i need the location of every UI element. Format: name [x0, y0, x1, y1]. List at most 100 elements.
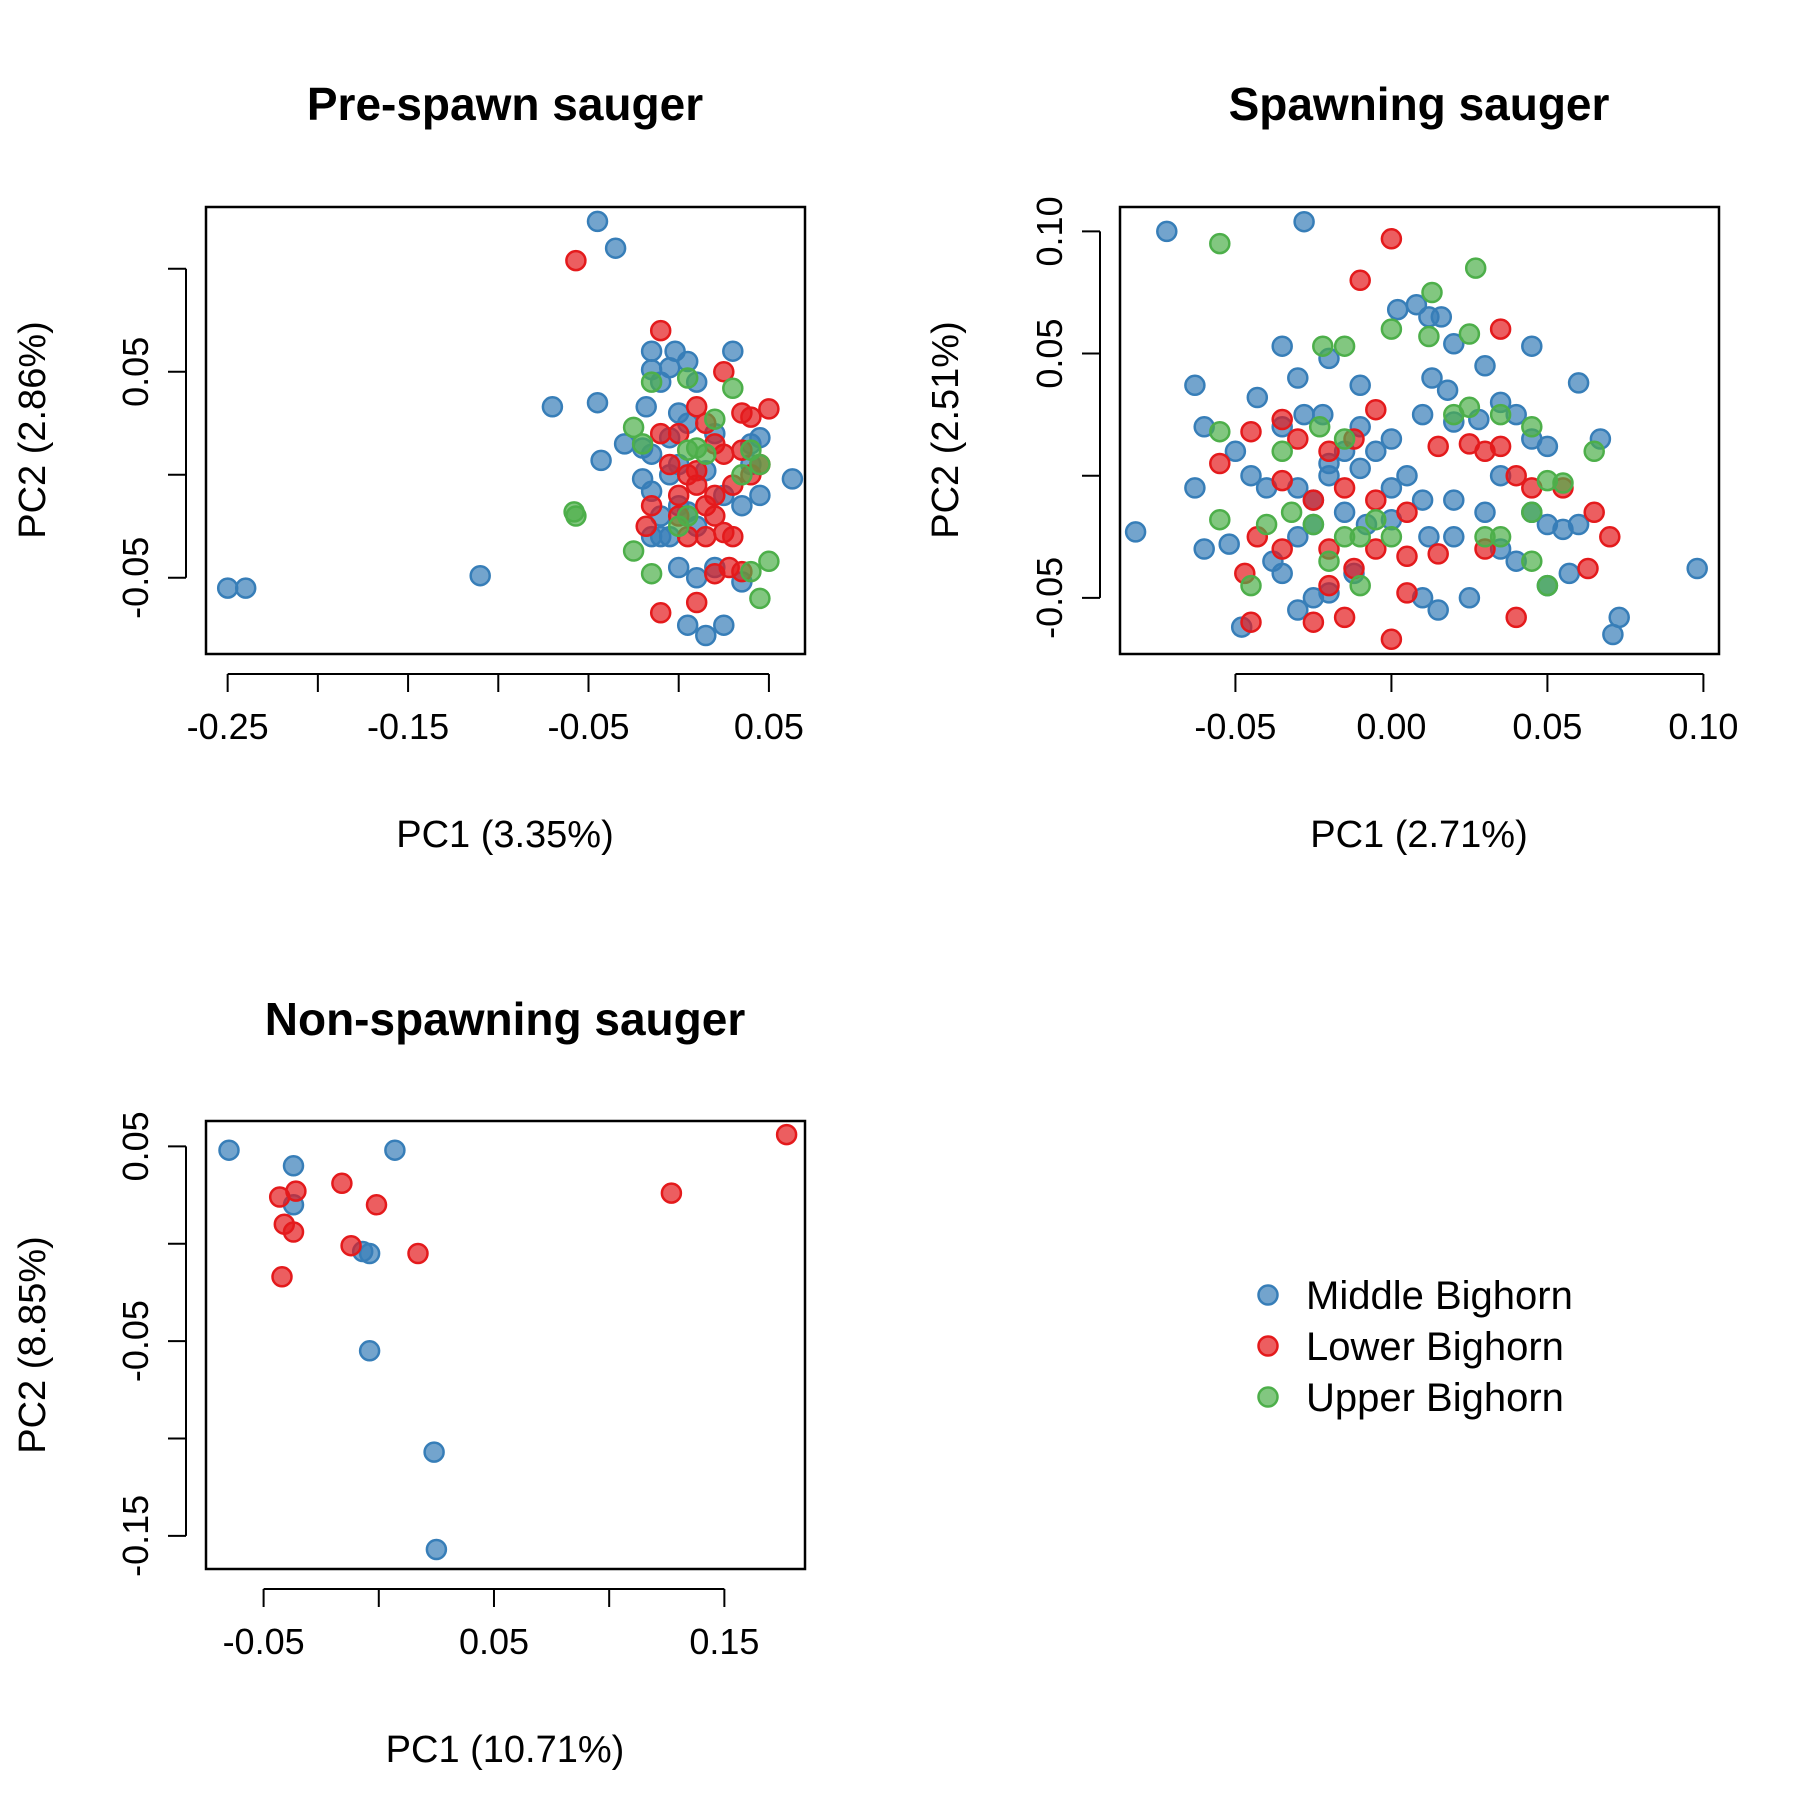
point-middle-bighorn: [781, 468, 804, 490]
point-lower-bighorn: [407, 1242, 429, 1265]
point-upper-bighorn: [1271, 440, 1293, 463]
point-middle-bighorn: [1224, 440, 1247, 463]
point-upper-bighorn: [1521, 501, 1543, 524]
legend-label-lower-bighorn: Lower Bighorn: [1306, 1325, 1564, 1369]
point-lower-bighorn: [1427, 543, 1449, 565]
point-upper-bighorn: [1418, 325, 1440, 348]
point-middle-bighorn: [282, 1155, 305, 1177]
legend-marker-middle-bighorn: [1257, 1284, 1279, 1306]
point-lower-bighorn: [1287, 428, 1309, 450]
point-middle-bighorn: [1287, 367, 1309, 389]
point-middle-bighorn: [604, 237, 627, 259]
point-middle-bighorn: [1246, 386, 1269, 409]
y-tick-label: -0.05: [115, 537, 156, 619]
point-upper-bighorn: [631, 433, 654, 455]
point-lower-bighorn: [640, 494, 663, 517]
point-middle-bighorn: [469, 564, 491, 587]
point-middle-bighorn: [685, 567, 708, 589]
point-middle-bighorn: [1430, 306, 1453, 328]
point-upper-bighorn: [1464, 257, 1487, 279]
x-axis-label: PC1 (3.35%): [396, 814, 614, 856]
point-lower-bighorn: [713, 443, 735, 465]
point-middle-bighorn: [1536, 435, 1559, 458]
point-middle-bighorn: [1349, 457, 1371, 480]
point-upper-bighorn: [731, 464, 753, 486]
y-tick-label: 0.10: [1029, 196, 1070, 266]
point-middle-bighorn: [590, 449, 612, 472]
point-lower-bighorn: [660, 1182, 683, 1204]
y-axis: -0.05 0.05: [115, 267, 187, 619]
point-upper-bighorn: [1333, 335, 1356, 357]
point-middle-bighorn: [1386, 298, 1409, 321]
point-middle-bighorn: [1218, 533, 1240, 555]
point-lower-bighorn: [1365, 398, 1387, 421]
point-lower-bighorn: [565, 249, 587, 272]
point-middle-bighorn: [1293, 210, 1315, 233]
x-axis: -0.25 -0.15 -0.05 0.05: [187, 673, 804, 747]
point-middle-bighorn: [1443, 526, 1465, 548]
point-lower-bighorn: [685, 459, 708, 482]
panel-spawning: Spawning sauger -0.05 0.00 0.05 0.10 -0.05 0…: [925, 78, 1738, 856]
x-tick-label: 0.10: [1668, 706, 1738, 747]
point-lower-bighorn: [1271, 538, 1293, 560]
point-upper-bighorn: [1521, 416, 1543, 438]
point-middle-bighorn: [713, 614, 735, 636]
point-lower-bighorn: [775, 1123, 798, 1146]
point-lower-bighorn: [685, 591, 708, 614]
point-upper-bighorn: [1255, 513, 1278, 536]
point-lower-bighorn: [340, 1234, 362, 1257]
point-middle-bighorn: [1418, 526, 1440, 548]
point-middle-bighorn: [541, 396, 564, 418]
panel-title: Non-spawning sauger: [265, 993, 746, 1045]
point-middle-bighorn: [384, 1139, 406, 1161]
y-axis: -0.15 -0.05 0.05: [115, 1111, 187, 1577]
x-tick-label: 0.05: [459, 1621, 529, 1662]
x-axis-label: PC1 (10.71%): [386, 1729, 625, 1771]
point-middle-bighorn: [1443, 333, 1465, 355]
point-lower-bighorn: [282, 1221, 305, 1243]
point-upper-bighorn: [1536, 574, 1559, 597]
point-lower-bighorn: [718, 556, 740, 579]
point-lower-bighorn: [713, 361, 735, 383]
y-tick-label: 0.05: [115, 337, 156, 407]
point-middle-bighorn: [234, 577, 257, 599]
point-lower-bighorn: [1599, 526, 1621, 548]
point-lower-bighorn: [285, 1180, 307, 1202]
x-tick-label: -0.15: [367, 706, 449, 747]
point-upper-bighorn: [640, 371, 663, 393]
point-middle-bighorn: [1521, 335, 1543, 357]
point-middle-bighorn: [1380, 428, 1403, 450]
point-upper-bighorn: [1349, 574, 1371, 597]
point-middle-bighorn: [749, 484, 771, 507]
point-upper-bighorn: [1240, 574, 1262, 597]
point-middle-bighorn: [586, 391, 609, 414]
y-tick-label: -0.05: [115, 1300, 156, 1382]
point-upper-bighorn: [676, 439, 699, 461]
x-tick-label: 0.00: [1356, 706, 1426, 747]
point-upper-bighorn: [1458, 323, 1481, 345]
x-tick-label: 0.05: [734, 706, 804, 747]
legend-marker-lower-bighorn: [1257, 1335, 1279, 1357]
point-middle-bighorn: [1411, 489, 1434, 511]
point-middle-bighorn: [1443, 489, 1465, 511]
legend-marker-upper-bighorn: [1257, 1386, 1279, 1408]
x-tick-label: -0.05: [1194, 706, 1276, 747]
point-lower-bighorn: [1365, 489, 1387, 511]
point-middle-bighorn: [640, 340, 663, 362]
point-middle-bighorn: [1474, 501, 1496, 524]
x-tick-label: -0.05: [547, 706, 629, 747]
point-middle-bighorn: [1567, 372, 1590, 394]
point-upper-bighorn: [1521, 550, 1543, 572]
point-lower-bighorn: [658, 453, 681, 476]
point-middle-bighorn: [1558, 562, 1581, 585]
point-upper-bighorn: [722, 377, 744, 400]
point-lower-bighorn: [704, 505, 726, 527]
point-lower-bighorn: [271, 1266, 293, 1288]
legend: Middle Bighorn Lower Bighorn Upper Bigho…: [1257, 1274, 1573, 1420]
point-middle-bighorn: [1365, 440, 1387, 463]
panel-pre-spawn: Pre-spawn sauger -0.25 -0.15 -0.05 0.05 -0.…: [12, 78, 807, 856]
point-upper-bighorn: [1209, 420, 1231, 443]
point-upper-bighorn: [1209, 508, 1231, 531]
point-upper-bighorn: [1380, 526, 1403, 548]
